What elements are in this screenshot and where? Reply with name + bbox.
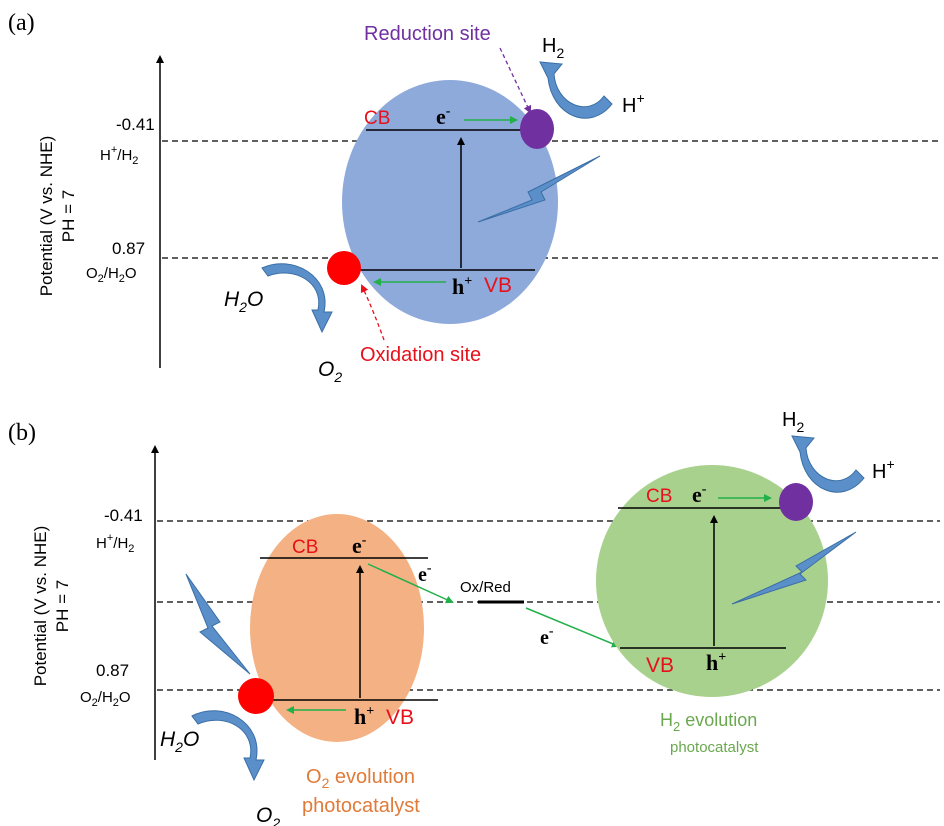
semiconductor-particle [342, 80, 558, 324]
vb-label-h2: VB [646, 654, 674, 677]
curved-arrow-icon [539, 61, 613, 119]
level-value-top: -0.41 [116, 115, 155, 134]
panel-a-label: (a) [8, 10, 35, 36]
electron-to-mediator-arrow [367, 563, 454, 604]
axis-sublabel: PH = 7 [53, 580, 72, 632]
level-couple-bottom: O2/H2O [86, 265, 137, 285]
electron-label-h2: e- [692, 482, 707, 507]
electron-label-transfer-2: e- [540, 624, 554, 649]
ox-red-label: Ox/Red [460, 579, 511, 596]
panel-b: (b) Potential (V vs. NHE) PH = 7 -0.41 H… [8, 409, 940, 826]
curved-arrow-icon [791, 435, 865, 493]
level-couple-bottom: O2/H2O [80, 689, 131, 709]
h2-product: H2 [542, 35, 564, 61]
axis-sublabel: PH = 7 [59, 190, 78, 242]
oxidation-site-dot [238, 678, 274, 714]
reduction-site-dot [779, 483, 813, 521]
cb-label-h2: CB [646, 486, 672, 507]
electron-label-transfer-1: e- [418, 561, 432, 586]
h2-photocatalyst-particle [596, 465, 828, 697]
lightning-icon [185, 573, 251, 675]
reduction-site-pointer [499, 47, 532, 114]
reduction-site-dot [520, 109, 554, 149]
curved-arrow-icon [261, 263, 333, 334]
level-value-bottom: 0.87 [96, 661, 129, 680]
h2-product: H2 [782, 409, 804, 435]
vb-label-o2: VB [386, 706, 414, 729]
lightning-icon [477, 155, 601, 223]
o2-product: O2 [318, 358, 342, 385]
level-value-top: -0.41 [104, 506, 143, 525]
electron-label: e- [436, 104, 451, 129]
electron-label-o2: e- [352, 533, 367, 558]
o2-product: O2 [256, 804, 280, 826]
cb-label-o2: CB [292, 537, 318, 558]
hplus-reactant: H+ [622, 90, 645, 117]
lightning-icon [731, 531, 857, 605]
panel-b-label: (b) [8, 420, 36, 446]
curved-arrow-icon [191, 710, 265, 782]
axis-label: Potential (V vs. NHE) [37, 136, 56, 297]
hplus-reactant: H+ [872, 456, 895, 483]
level-couple-top: H+/H2 [96, 532, 134, 555]
o2-catalyst-line2: photocatalyst [302, 795, 420, 817]
o2-photocatalyst-particle [250, 514, 424, 742]
level-value-bottom: 0.87 [112, 239, 145, 258]
oxidation-site-dot [327, 251, 361, 285]
oxidation-site-label: Oxidation site [360, 344, 481, 366]
mediator-to-hole-arrow [525, 607, 620, 648]
o2-catalyst-line1: O2 evolution [306, 766, 415, 791]
vb-label: VB [484, 274, 512, 297]
hole-label: h+ [452, 274, 472, 299]
h2-catalyst-line1: H2 evolution [660, 710, 757, 734]
level-couple-top: H+/H2 [100, 144, 138, 167]
axis-label: Potential (V vs. NHE) [31, 526, 50, 687]
oxidation-site-pointer [360, 284, 385, 341]
panel-a: (a) Potential (V vs. NHE) PH = 7 -0.41 H… [8, 10, 940, 385]
reduction-site-label: Reduction site [364, 23, 491, 45]
hole-label-o2: h+ [354, 704, 374, 729]
hole-label-h2: h+ [706, 650, 726, 675]
h2-catalyst-line2: photocatalyst [670, 739, 759, 756]
cb-label: CB [364, 108, 390, 129]
h2o-reactant: H2O [160, 728, 199, 755]
h2o-reactant: H2O [224, 288, 263, 315]
